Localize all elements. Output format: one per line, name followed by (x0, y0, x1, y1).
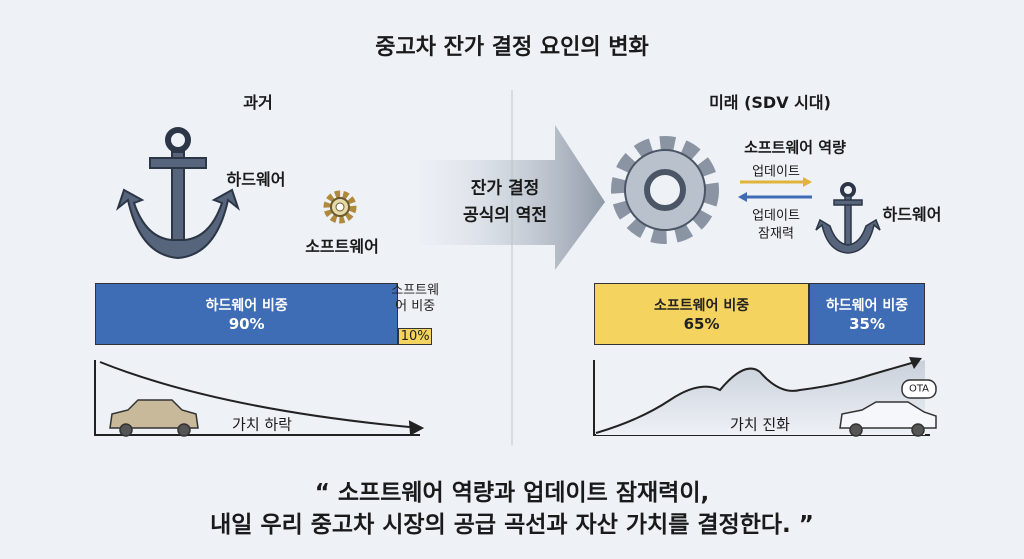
future-heading: 미래 (SDV 시대) (709, 93, 831, 112)
arrow-head (408, 420, 425, 436)
big-gear (611, 136, 719, 244)
decline-curve (99, 361, 421, 429)
potential-label: 잠재력 (758, 226, 794, 242)
title: 중고차 잔가 결정 요인의 변화 (375, 35, 649, 60)
arrow-head (803, 177, 812, 187)
bar-segment: 하드웨어 비중 90% (95, 283, 399, 345)
new-car (839, 379, 937, 437)
quote-line: 내일 우리 중고차 시장의 공급 곡선과 자산 가치를 결정한다. ” (210, 512, 814, 538)
quote-line: “ 소프트웨어 역량과 업데이트 잠재력이, (314, 480, 710, 506)
segment-label: 10% (400, 329, 430, 344)
segment-name: 하드웨어 비중 (205, 298, 288, 314)
segment-name: 소프트웨어 비중 (654, 298, 750, 314)
segment-name: 소프트웨어 비중 (391, 283, 440, 314)
hardware-label: 하드웨어 (226, 170, 286, 189)
evolution-curve (595, 361, 916, 434)
small-anchor (815, 182, 881, 254)
segment-label: 65% (683, 315, 720, 333)
anchor-icon (115, 127, 241, 260)
software-label: 소프트웨어 (305, 237, 379, 256)
hardware-label: 하드웨어 (882, 205, 942, 224)
segment-label: 35% (849, 315, 886, 333)
segment-name: 하드웨어 비중 (825, 298, 909, 314)
update-label: 업데이트 (752, 164, 800, 180)
potential-label: 업데이트 (752, 208, 800, 224)
big-arrow (420, 125, 605, 270)
arrow-head (738, 192, 747, 202)
curve-label: 가치 진화 (730, 415, 790, 434)
arrow-text: 공식의 역전 (462, 205, 548, 226)
old-car (109, 399, 199, 437)
arrow-text: 잔가 결정 (470, 178, 540, 199)
bar-segment: 소프트웨어 비중 65% (594, 283, 810, 345)
past-heading: 과거 (243, 93, 273, 112)
bar-segment: 하드웨어 비중 35% (809, 283, 925, 345)
curve-label: 가치 하락 (232, 415, 292, 434)
arrow-head (909, 357, 922, 369)
small-gear (323, 190, 357, 224)
software-capability: 소프트웨어 역량 (744, 138, 846, 157)
segment-label: 90% (228, 315, 265, 333)
bar-segment: 10% (398, 328, 432, 345)
axis (94, 360, 420, 436)
ota-badge: OTA (908, 383, 930, 395)
